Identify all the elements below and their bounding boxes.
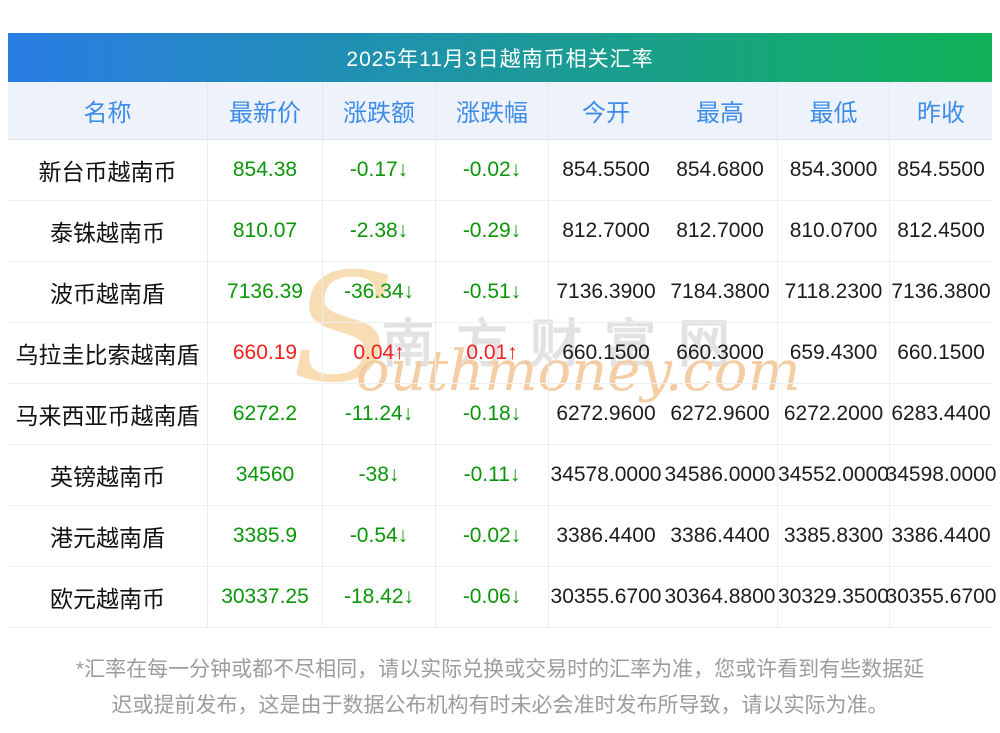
value-high: 30364.8800 [663, 567, 778, 627]
value-open: 660.1500 [562, 341, 650, 364]
value-low: 7118.2300 [778, 262, 890, 322]
value-prev: 6283.4400 [891, 402, 991, 425]
value-low: 34552.0000 [778, 445, 890, 505]
table-row: 泰铢越南币 810.07 -2.38↓ -0.29↓ 812.7000 812.7000 8… [8, 201, 992, 262]
value-high: 812.7000 [663, 201, 778, 261]
value-pct: -0.02↓ [436, 506, 549, 566]
value-last: 3385.9 [208, 506, 323, 566]
value-change: -11.24↓ [323, 384, 436, 444]
column-header-low: 最低 [778, 82, 890, 139]
value-open: 812.7000 [562, 219, 650, 242]
value-change: -36.34↓ [323, 262, 436, 322]
value-high: 3386.4400 [663, 506, 778, 566]
value-change: -18.42↓ [323, 567, 436, 627]
value-prev: 7136.3800 [891, 280, 991, 303]
value-pct: 0.01↑ [436, 323, 549, 383]
value-change: -2.38↓ [323, 201, 436, 261]
value-pct: -0.06↓ [436, 567, 549, 627]
currency-name: 泰铢越南币 [8, 201, 208, 261]
table-row: 马来西亚币越南盾 6272.2 -11.24↓ -0.18↓ 6272.9600 6272… [8, 384, 992, 445]
currency-name: 波币越南盾 [8, 262, 208, 322]
currency-name: 乌拉圭比索越南盾 [8, 323, 208, 383]
table-row: 乌拉圭比索越南盾 660.19 0.04↑ 0.01↑ 660.1500 660.3000… [8, 323, 992, 384]
value-open: 7136.3900 [556, 280, 656, 303]
value-open: 3386.4400 [556, 524, 656, 547]
table-header-row: 名称 最新价 涨跌额 涨跌幅 今开 最高 最低 昨收 [8, 82, 992, 140]
value-last: 34560 [208, 445, 323, 505]
value-open: 6272.9600 [556, 402, 656, 425]
rates-table: 名称 最新价 涨跌额 涨跌幅 今开 最高 最低 昨收 新台币越南币 854.38 -0.17↓ -0… [8, 82, 997, 628]
value-prev: 854.5500 [897, 158, 985, 181]
column-header-name: 名称 [8, 82, 208, 139]
value-change: -0.54↓ [323, 506, 436, 566]
column-header-high: 最高 [663, 82, 778, 139]
value-low: 3385.8300 [778, 506, 890, 566]
value-low: 6272.2000 [778, 384, 890, 444]
value-open: 854.5500 [562, 158, 650, 181]
value-change: -38↓ [323, 445, 436, 505]
value-high: 34586.0000 [663, 445, 778, 505]
value-pct: -0.29↓ [436, 201, 549, 261]
column-header-change: 涨跌额 [323, 82, 436, 139]
table-row: 港元越南盾 3385.9 -0.54↓ -0.02↓ 3386.4400 3386.440… [8, 506, 992, 567]
value-pct: -0.11↓ [436, 445, 549, 505]
value-last: 30337.25 [208, 567, 323, 627]
value-open: 34578.0000 [550, 463, 662, 486]
value-last: 7136.39 [208, 262, 323, 322]
value-low: 810.0700 [778, 201, 890, 261]
value-prev: 812.4500 [897, 219, 985, 242]
value-low: 854.3000 [778, 140, 890, 200]
currency-name: 港元越南盾 [8, 506, 208, 566]
table-row: 波币越南盾 7136.39 -36.34↓ -0.51↓ 7136.3900 7184.3… [8, 262, 992, 323]
table-title-bar: 2025年11月3日越南币相关汇率 [8, 33, 992, 82]
footnote-line-1: *汇率在每一分钟或都不尽相同，请以实际兑换或交易时的汇率为准，您或许看到有些数据… [75, 658, 925, 681]
value-change: 0.04↑ [323, 323, 436, 383]
column-header-prev: 昨收 [917, 100, 965, 127]
value-pct: -0.51↓ [436, 262, 549, 322]
value-last: 6272.2 [208, 384, 323, 444]
value-prev: 34598.0000 [885, 463, 997, 486]
value-prev: 3386.4400 [891, 524, 991, 547]
column-header-pct: 涨跌幅 [436, 82, 549, 139]
currency-name: 新台币越南币 [8, 140, 208, 200]
value-prev: 660.1500 [897, 341, 985, 364]
value-pct: -0.18↓ [436, 384, 549, 444]
value-high: 660.3000 [663, 323, 778, 383]
table-body: 新台币越南币 854.38 -0.17↓ -0.02↓ 854.5500 854.6800… [8, 140, 997, 628]
value-low: 30329.3500 [778, 567, 890, 627]
column-header-last: 最新价 [208, 82, 323, 139]
footnote-line-2: 迟或提前发布，这是由于数据公布机构有时未必会准时发布所导致，请以实际为准。 [111, 694, 889, 717]
value-high: 7184.3800 [663, 262, 778, 322]
currency-name: 欧元越南币 [8, 567, 208, 627]
value-open: 30355.6700 [550, 585, 662, 608]
value-last: 810.07 [208, 201, 323, 261]
value-high: 6272.9600 [663, 384, 778, 444]
table-row: 欧元越南币 30337.25 -18.42↓ -0.06↓ 30355.6700 3036… [8, 567, 997, 628]
value-pct: -0.02↓ [436, 140, 549, 200]
currency-name: 马来西亚币越南盾 [8, 384, 208, 444]
table-row: 新台币越南币 854.38 -0.17↓ -0.02↓ 854.5500 854.6800… [8, 140, 992, 201]
value-high: 854.6800 [663, 140, 778, 200]
value-last: 660.19 [208, 323, 323, 383]
table-row: 英镑越南币 34560 -38↓ -0.11↓ 34578.0000 34586.0000… [8, 445, 997, 506]
page-title: 2025年11月3日越南币相关汇率 [346, 47, 654, 71]
value-low: 659.4300 [778, 323, 890, 383]
value-last: 854.38 [208, 140, 323, 200]
value-change: -0.17↓ [323, 140, 436, 200]
footnote: *汇率在每一分钟或都不尽相同，请以实际兑换或交易时的汇率为准，您或许看到有些数据… [0, 652, 1000, 724]
column-header-open: 今开 [582, 100, 630, 127]
currency-name: 英镑越南币 [8, 445, 208, 505]
value-prev: 30355.6700 [885, 585, 997, 608]
